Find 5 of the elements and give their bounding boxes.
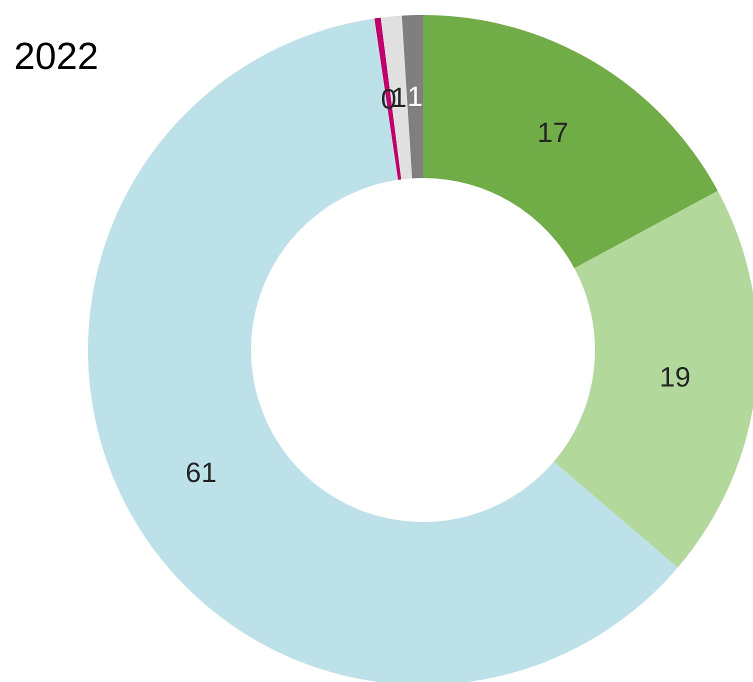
- data-label: 1: [407, 81, 423, 112]
- data-label: 17: [537, 116, 568, 148]
- data-label: 61: [186, 457, 217, 488]
- data-label: 19: [660, 361, 691, 392]
- text: 2022: [14, 36, 99, 79]
